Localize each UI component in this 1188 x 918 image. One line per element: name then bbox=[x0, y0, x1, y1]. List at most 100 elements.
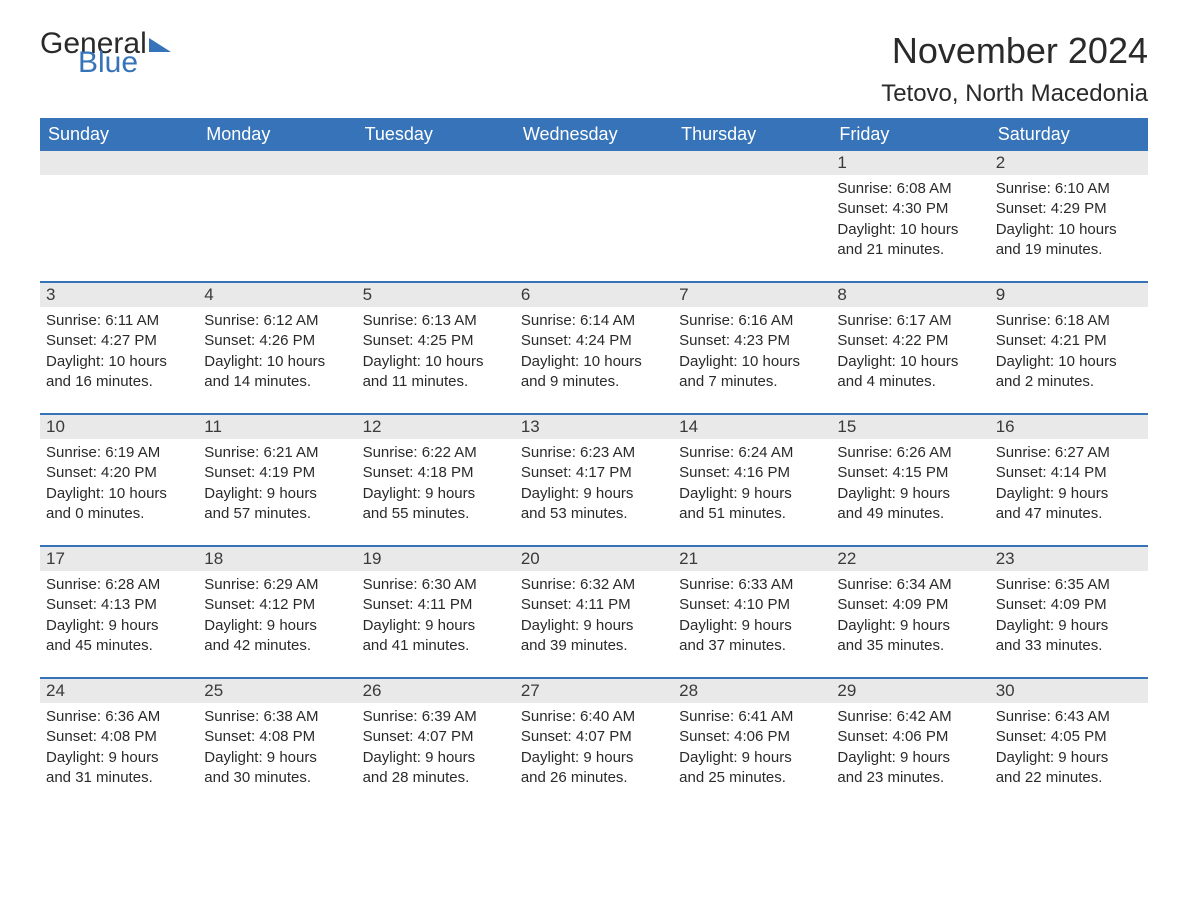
day-sunrise: Sunrise: 6:29 AM bbox=[204, 575, 350, 595]
day-sunrise: Sunrise: 6:40 AM bbox=[521, 707, 667, 727]
day-sunset: Sunset: 4:14 PM bbox=[996, 463, 1142, 483]
day-number: 5 bbox=[357, 283, 515, 307]
day-number bbox=[40, 151, 198, 175]
day-sunrise: Sunrise: 6:38 AM bbox=[204, 707, 350, 727]
day-number: 20 bbox=[515, 547, 673, 571]
day-sunset: Sunset: 4:19 PM bbox=[204, 463, 350, 483]
day-cell: 14Sunrise: 6:24 AMSunset: 4:16 PMDayligh… bbox=[673, 415, 831, 545]
weekday-cell: Friday bbox=[831, 118, 989, 151]
day-cell: 26Sunrise: 6:39 AMSunset: 4:07 PMDayligh… bbox=[357, 679, 515, 809]
day-sunset: Sunset: 4:25 PM bbox=[363, 331, 509, 351]
day-daylight1: Daylight: 9 hours bbox=[837, 616, 983, 636]
weekday-cell: Sunday bbox=[40, 118, 198, 151]
day-sunrise: Sunrise: 6:13 AM bbox=[363, 311, 509, 331]
day-number: 17 bbox=[40, 547, 198, 571]
day-cell bbox=[673, 151, 831, 281]
day-content: Sunrise: 6:12 AMSunset: 4:26 PMDaylight:… bbox=[198, 307, 356, 396]
day-daylight1: Daylight: 9 hours bbox=[204, 484, 350, 504]
day-number: 8 bbox=[831, 283, 989, 307]
day-daylight1: Daylight: 10 hours bbox=[837, 220, 983, 240]
calendar: SundayMondayTuesdayWednesdayThursdayFrid… bbox=[40, 118, 1148, 809]
day-daylight1: Daylight: 9 hours bbox=[996, 616, 1142, 636]
day-daylight1: Daylight: 9 hours bbox=[679, 616, 825, 636]
day-daylight2: and 53 minutes. bbox=[521, 504, 667, 524]
header-row: General Blue November 2024 Tetovo, North… bbox=[40, 30, 1148, 108]
day-cell: 18Sunrise: 6:29 AMSunset: 4:12 PMDayligh… bbox=[198, 547, 356, 677]
day-content: Sunrise: 6:38 AMSunset: 4:08 PMDaylight:… bbox=[198, 703, 356, 792]
day-cell: 8Sunrise: 6:17 AMSunset: 4:22 PMDaylight… bbox=[831, 283, 989, 413]
day-cell bbox=[515, 151, 673, 281]
day-content: Sunrise: 6:23 AMSunset: 4:17 PMDaylight:… bbox=[515, 439, 673, 528]
day-cell bbox=[198, 151, 356, 281]
day-daylight2: and 37 minutes. bbox=[679, 636, 825, 656]
day-cell: 10Sunrise: 6:19 AMSunset: 4:20 PMDayligh… bbox=[40, 415, 198, 545]
day-content: Sunrise: 6:24 AMSunset: 4:16 PMDaylight:… bbox=[673, 439, 831, 528]
day-sunrise: Sunrise: 6:14 AM bbox=[521, 311, 667, 331]
day-number: 4 bbox=[198, 283, 356, 307]
day-sunset: Sunset: 4:27 PM bbox=[46, 331, 192, 351]
day-daylight2: and 7 minutes. bbox=[679, 372, 825, 392]
day-daylight2: and 51 minutes. bbox=[679, 504, 825, 524]
day-daylight1: Daylight: 9 hours bbox=[837, 748, 983, 768]
weekday-cell: Thursday bbox=[673, 118, 831, 151]
day-content: Sunrise: 6:30 AMSunset: 4:11 PMDaylight:… bbox=[357, 571, 515, 660]
day-number: 30 bbox=[990, 679, 1148, 703]
day-sunrise: Sunrise: 6:11 AM bbox=[46, 311, 192, 331]
day-sunrise: Sunrise: 6:26 AM bbox=[837, 443, 983, 463]
day-daylight1: Daylight: 10 hours bbox=[46, 484, 192, 504]
day-sunset: Sunset: 4:07 PM bbox=[363, 727, 509, 747]
day-sunset: Sunset: 4:09 PM bbox=[996, 595, 1142, 615]
day-content: Sunrise: 6:17 AMSunset: 4:22 PMDaylight:… bbox=[831, 307, 989, 396]
day-number: 2 bbox=[990, 151, 1148, 175]
day-sunrise: Sunrise: 6:30 AM bbox=[363, 575, 509, 595]
weekday-cell: Tuesday bbox=[357, 118, 515, 151]
day-number: 19 bbox=[357, 547, 515, 571]
day-sunrise: Sunrise: 6:42 AM bbox=[837, 707, 983, 727]
day-sunset: Sunset: 4:06 PM bbox=[679, 727, 825, 747]
day-sunrise: Sunrise: 6:21 AM bbox=[204, 443, 350, 463]
week-row: 17Sunrise: 6:28 AMSunset: 4:13 PMDayligh… bbox=[40, 545, 1148, 677]
day-content: Sunrise: 6:33 AMSunset: 4:10 PMDaylight:… bbox=[673, 571, 831, 660]
day-sunrise: Sunrise: 6:27 AM bbox=[996, 443, 1142, 463]
day-number: 13 bbox=[515, 415, 673, 439]
day-daylight1: Daylight: 10 hours bbox=[204, 352, 350, 372]
day-cell: 3Sunrise: 6:11 AMSunset: 4:27 PMDaylight… bbox=[40, 283, 198, 413]
weeks-container: 1Sunrise: 6:08 AMSunset: 4:30 PMDaylight… bbox=[40, 151, 1148, 809]
day-sunrise: Sunrise: 6:19 AM bbox=[46, 443, 192, 463]
day-content: Sunrise: 6:14 AMSunset: 4:24 PMDaylight:… bbox=[515, 307, 673, 396]
day-cell: 6Sunrise: 6:14 AMSunset: 4:24 PMDaylight… bbox=[515, 283, 673, 413]
day-content: Sunrise: 6:34 AMSunset: 4:09 PMDaylight:… bbox=[831, 571, 989, 660]
day-number: 14 bbox=[673, 415, 831, 439]
day-number: 18 bbox=[198, 547, 356, 571]
day-daylight2: and 21 minutes. bbox=[837, 240, 983, 260]
day-cell bbox=[40, 151, 198, 281]
day-cell: 28Sunrise: 6:41 AMSunset: 4:06 PMDayligh… bbox=[673, 679, 831, 809]
day-sunset: Sunset: 4:05 PM bbox=[996, 727, 1142, 747]
day-sunrise: Sunrise: 6:24 AM bbox=[679, 443, 825, 463]
logo-blue: Blue bbox=[78, 49, 171, 76]
day-sunset: Sunset: 4:26 PM bbox=[204, 331, 350, 351]
day-daylight2: and 30 minutes. bbox=[204, 768, 350, 788]
day-sunset: Sunset: 4:22 PM bbox=[837, 331, 983, 351]
day-sunset: Sunset: 4:20 PM bbox=[46, 463, 192, 483]
day-daylight1: Daylight: 9 hours bbox=[363, 484, 509, 504]
day-sunrise: Sunrise: 6:35 AM bbox=[996, 575, 1142, 595]
day-number: 1 bbox=[831, 151, 989, 175]
day-daylight1: Daylight: 10 hours bbox=[46, 352, 192, 372]
day-daylight1: Daylight: 9 hours bbox=[521, 484, 667, 504]
day-content: Sunrise: 6:22 AMSunset: 4:18 PMDaylight:… bbox=[357, 439, 515, 528]
day-content: Sunrise: 6:27 AMSunset: 4:14 PMDaylight:… bbox=[990, 439, 1148, 528]
day-content: Sunrise: 6:43 AMSunset: 4:05 PMDaylight:… bbox=[990, 703, 1148, 792]
day-cell: 16Sunrise: 6:27 AMSunset: 4:14 PMDayligh… bbox=[990, 415, 1148, 545]
title-block: November 2024 Tetovo, North Macedonia bbox=[881, 30, 1148, 108]
day-daylight2: and 9 minutes. bbox=[521, 372, 667, 392]
day-sunset: Sunset: 4:24 PM bbox=[521, 331, 667, 351]
day-sunset: Sunset: 4:21 PM bbox=[996, 331, 1142, 351]
day-daylight2: and 31 minutes. bbox=[46, 768, 192, 788]
day-content: Sunrise: 6:42 AMSunset: 4:06 PMDaylight:… bbox=[831, 703, 989, 792]
day-sunrise: Sunrise: 6:12 AM bbox=[204, 311, 350, 331]
weekday-cell: Saturday bbox=[990, 118, 1148, 151]
day-daylight2: and 41 minutes. bbox=[363, 636, 509, 656]
day-cell: 12Sunrise: 6:22 AMSunset: 4:18 PMDayligh… bbox=[357, 415, 515, 545]
day-daylight1: Daylight: 9 hours bbox=[837, 484, 983, 504]
